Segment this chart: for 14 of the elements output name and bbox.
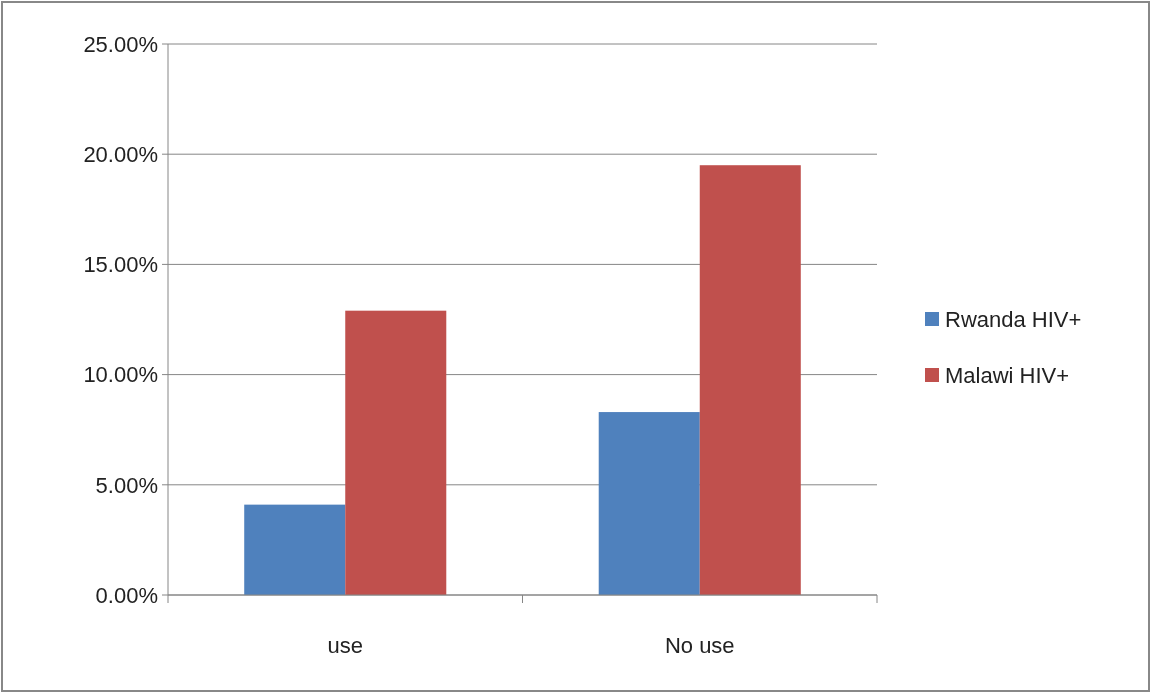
x-tick-label: No use (664, 633, 735, 658)
y-tick-label: 15.00% (83, 252, 158, 278)
y-tick-label: 10.00% (83, 362, 158, 388)
x-tick-label: use (327, 633, 363, 658)
bar (244, 504, 346, 595)
legend-label: Rwanda HIV+ (945, 306, 1082, 332)
y-tick-label: 25.00% (83, 31, 158, 57)
legend-label: Malawi HIV+ (945, 362, 1070, 388)
bar (598, 412, 700, 595)
bar (345, 310, 447, 595)
y-tick-label: 5.00% (95, 472, 158, 498)
y-tick-label: 20.00% (83, 141, 158, 167)
bar (699, 165, 801, 595)
y-tick-label: 0.00% (95, 582, 158, 608)
